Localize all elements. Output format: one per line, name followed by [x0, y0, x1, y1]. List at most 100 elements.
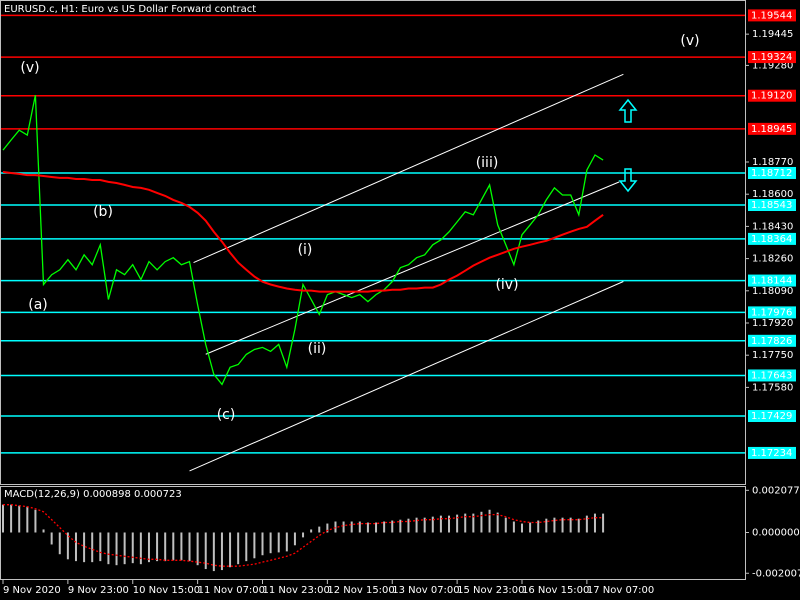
macd-bar [512, 521, 515, 533]
macd-frame [0, 486, 746, 580]
macd-bar [26, 506, 29, 533]
macd-bar [431, 516, 434, 533]
macd-bar [391, 520, 394, 533]
macd-bar [585, 515, 588, 533]
macd-bar [285, 532, 288, 552]
macd-bar [561, 517, 564, 533]
wave-label: (iv) [495, 277, 518, 293]
x-tick-label: 9 Nov 23:00 [68, 585, 129, 596]
y-tick-label: 1.18090 [752, 286, 793, 297]
macd-bar [172, 532, 175, 561]
macd-bar [107, 532, 110, 565]
macd-bar [58, 532, 61, 555]
macd-bar [529, 522, 532, 533]
trend-line [205, 181, 620, 355]
x-tick-label: 17 Nov 07:00 [587, 585, 654, 596]
macd-bar [115, 532, 118, 566]
level-label: 1.17976 [751, 307, 792, 318]
level-label-box [748, 166, 796, 179]
level-label-box [748, 9, 796, 22]
main-frame [0, 0, 746, 485]
macd-bar [293, 532, 296, 546]
macd-bar [407, 518, 410, 533]
macd-bar [472, 513, 475, 533]
level-label-box [748, 369, 796, 382]
level-label-box [748, 410, 796, 423]
wave-label: (b) [93, 204, 113, 220]
macd-bar [10, 504, 13, 533]
macd-bar [261, 532, 264, 556]
level-label-box [748, 232, 796, 245]
macd-bar [439, 515, 442, 533]
wave-label: (v) [20, 60, 39, 76]
wave-label: (ii) [308, 341, 327, 357]
y-tick-label: 1.19280 [752, 60, 793, 71]
macd-bar [326, 523, 329, 533]
x-tick-label: 13 Nov 07:00 [392, 585, 459, 596]
level-label-box [748, 274, 796, 287]
y-tick-label: -0.002007 [752, 568, 800, 579]
macd-bar [50, 532, 53, 545]
wave-label: (v) [680, 33, 699, 49]
macd-bar [537, 520, 540, 533]
macd-bar [156, 532, 159, 562]
level-label: 1.18712 [751, 168, 792, 179]
level-label: 1.18144 [751, 276, 792, 287]
macd-bar [569, 517, 572, 533]
level-label-box [748, 51, 796, 64]
y-tick-label: 1.18600 [752, 189, 793, 200]
macd-bar [2, 504, 4, 533]
y-tick-label: 1.17750 [752, 350, 793, 361]
level-label: 1.18945 [751, 124, 792, 135]
level-label: 1.17429 [751, 411, 792, 422]
macd-bar [66, 532, 69, 560]
macd-bar [196, 532, 199, 566]
macd-bar [375, 522, 378, 533]
y-tick-label: 1.17580 [752, 382, 793, 393]
series-line [2, 94, 604, 386]
macd-bar [164, 532, 167, 562]
macd-bar [123, 532, 126, 565]
x-tick-label: 9 Nov 2020 [3, 585, 61, 596]
macd-bar [553, 517, 556, 533]
macd-bar [383, 521, 386, 533]
macd-bar [342, 521, 345, 533]
level-label: 1.19120 [751, 91, 792, 102]
up-arrow [618, 98, 638, 123]
macd-bar [504, 517, 507, 533]
plot-layer: 1.19445 1.19280 1.18770 1.18600 1.18430 1.182… [0, 14, 800, 596]
y-tick-label: 1.17920 [752, 318, 793, 329]
x-tick-label: 12 Nov 15:00 [327, 585, 394, 596]
macd-bar [456, 514, 459, 533]
macd-bar [83, 532, 86, 563]
y-tick-label: 1.19445 [752, 29, 793, 40]
y-tick-label: 0.000000 [752, 527, 800, 538]
level-label: 1.18543 [751, 200, 792, 211]
level-label-box [748, 198, 796, 211]
level-label-box [748, 306, 796, 319]
chart-title: EURUSD.c, H1: Euro vs US Dollar Forward … [4, 4, 256, 15]
series-line [2, 171, 604, 293]
level-label: 1.19544 [751, 10, 792, 21]
macd-bar [448, 515, 451, 533]
macd-bar [18, 505, 21, 533]
macd-bar [358, 521, 361, 533]
macd-bar [229, 532, 232, 568]
macd-bar [350, 521, 353, 533]
macd-bar [464, 513, 467, 533]
macd-bar [245, 532, 248, 562]
macd-bar [415, 517, 418, 533]
macd-bar [302, 532, 305, 538]
x-tick-label: 15 Nov 23:00 [457, 585, 524, 596]
macd-bar [34, 509, 37, 533]
macd-bar [99, 532, 102, 562]
macd-bar [91, 532, 94, 563]
wave-label: (i) [298, 242, 313, 258]
macd-bar [496, 512, 499, 533]
macd-bar [220, 532, 223, 571]
level-label: 1.19324 [751, 52, 792, 63]
macd-bar [269, 532, 272, 554]
